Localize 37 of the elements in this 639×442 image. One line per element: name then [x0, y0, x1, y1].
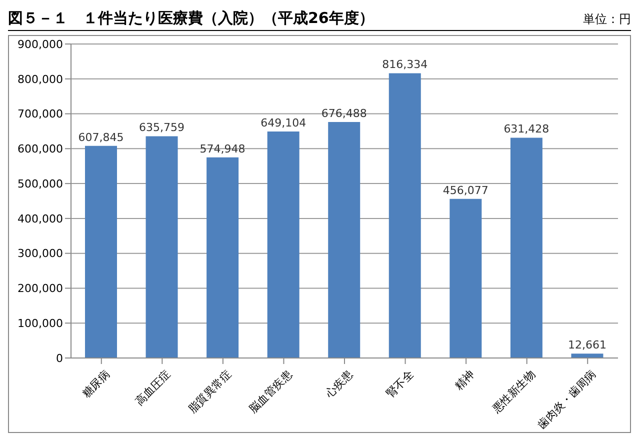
data-label: 456,077: [442, 184, 488, 197]
y-tick-label: 0: [56, 352, 63, 365]
y-tick-label: 300,000: [18, 247, 63, 260]
x-tick-label: 心疾患: [322, 368, 356, 401]
data-label: 12,661: [568, 338, 606, 352]
chart-title: 図５－１ １件当たり医療費（入院）（平成26年度）: [8, 9, 374, 28]
data-label: 816,334: [382, 58, 428, 72]
bar: [510, 138, 542, 358]
x-tick-label: 腎不全: [384, 368, 416, 400]
x-tick-label: 高血圧症: [132, 368, 174, 408]
y-tick-label: 600,000: [18, 142, 63, 156]
text: 単位：円: [583, 11, 631, 28]
bar: [328, 122, 360, 358]
y-tick-label: 100,000: [18, 317, 63, 330]
y-tick-label: 700,000: [18, 108, 63, 121]
x-tick-label: 糖尿病: [80, 368, 112, 400]
y-tick-label: 400,000: [18, 212, 63, 226]
y-tick-label: 900,000: [18, 38, 63, 51]
data-label: 676,488: [321, 106, 367, 120]
bar: [85, 146, 117, 358]
data-label: 574,948: [200, 142, 246, 156]
y-tick-label: 800,000: [18, 72, 63, 86]
bar: [571, 354, 604, 358]
data-label: 607,845: [78, 130, 124, 144]
bar: [267, 132, 300, 358]
x-tick-label: 脳血管疾患: [246, 368, 295, 416]
data-label: 649,104: [260, 116, 306, 130]
bar: [388, 73, 421, 358]
y-tick-label: 200,000: [18, 282, 63, 296]
x-tick-label: 脂質異常症: [186, 368, 234, 416]
bar: [450, 198, 482, 358]
y-tick-label: 500,000: [18, 177, 63, 190]
data-label: 635,759: [139, 121, 185, 134]
data-label: 631,428: [504, 122, 550, 136]
bar: [146, 136, 178, 358]
bar: [206, 157, 239, 358]
x-tick-label: 精神: [452, 368, 478, 393]
